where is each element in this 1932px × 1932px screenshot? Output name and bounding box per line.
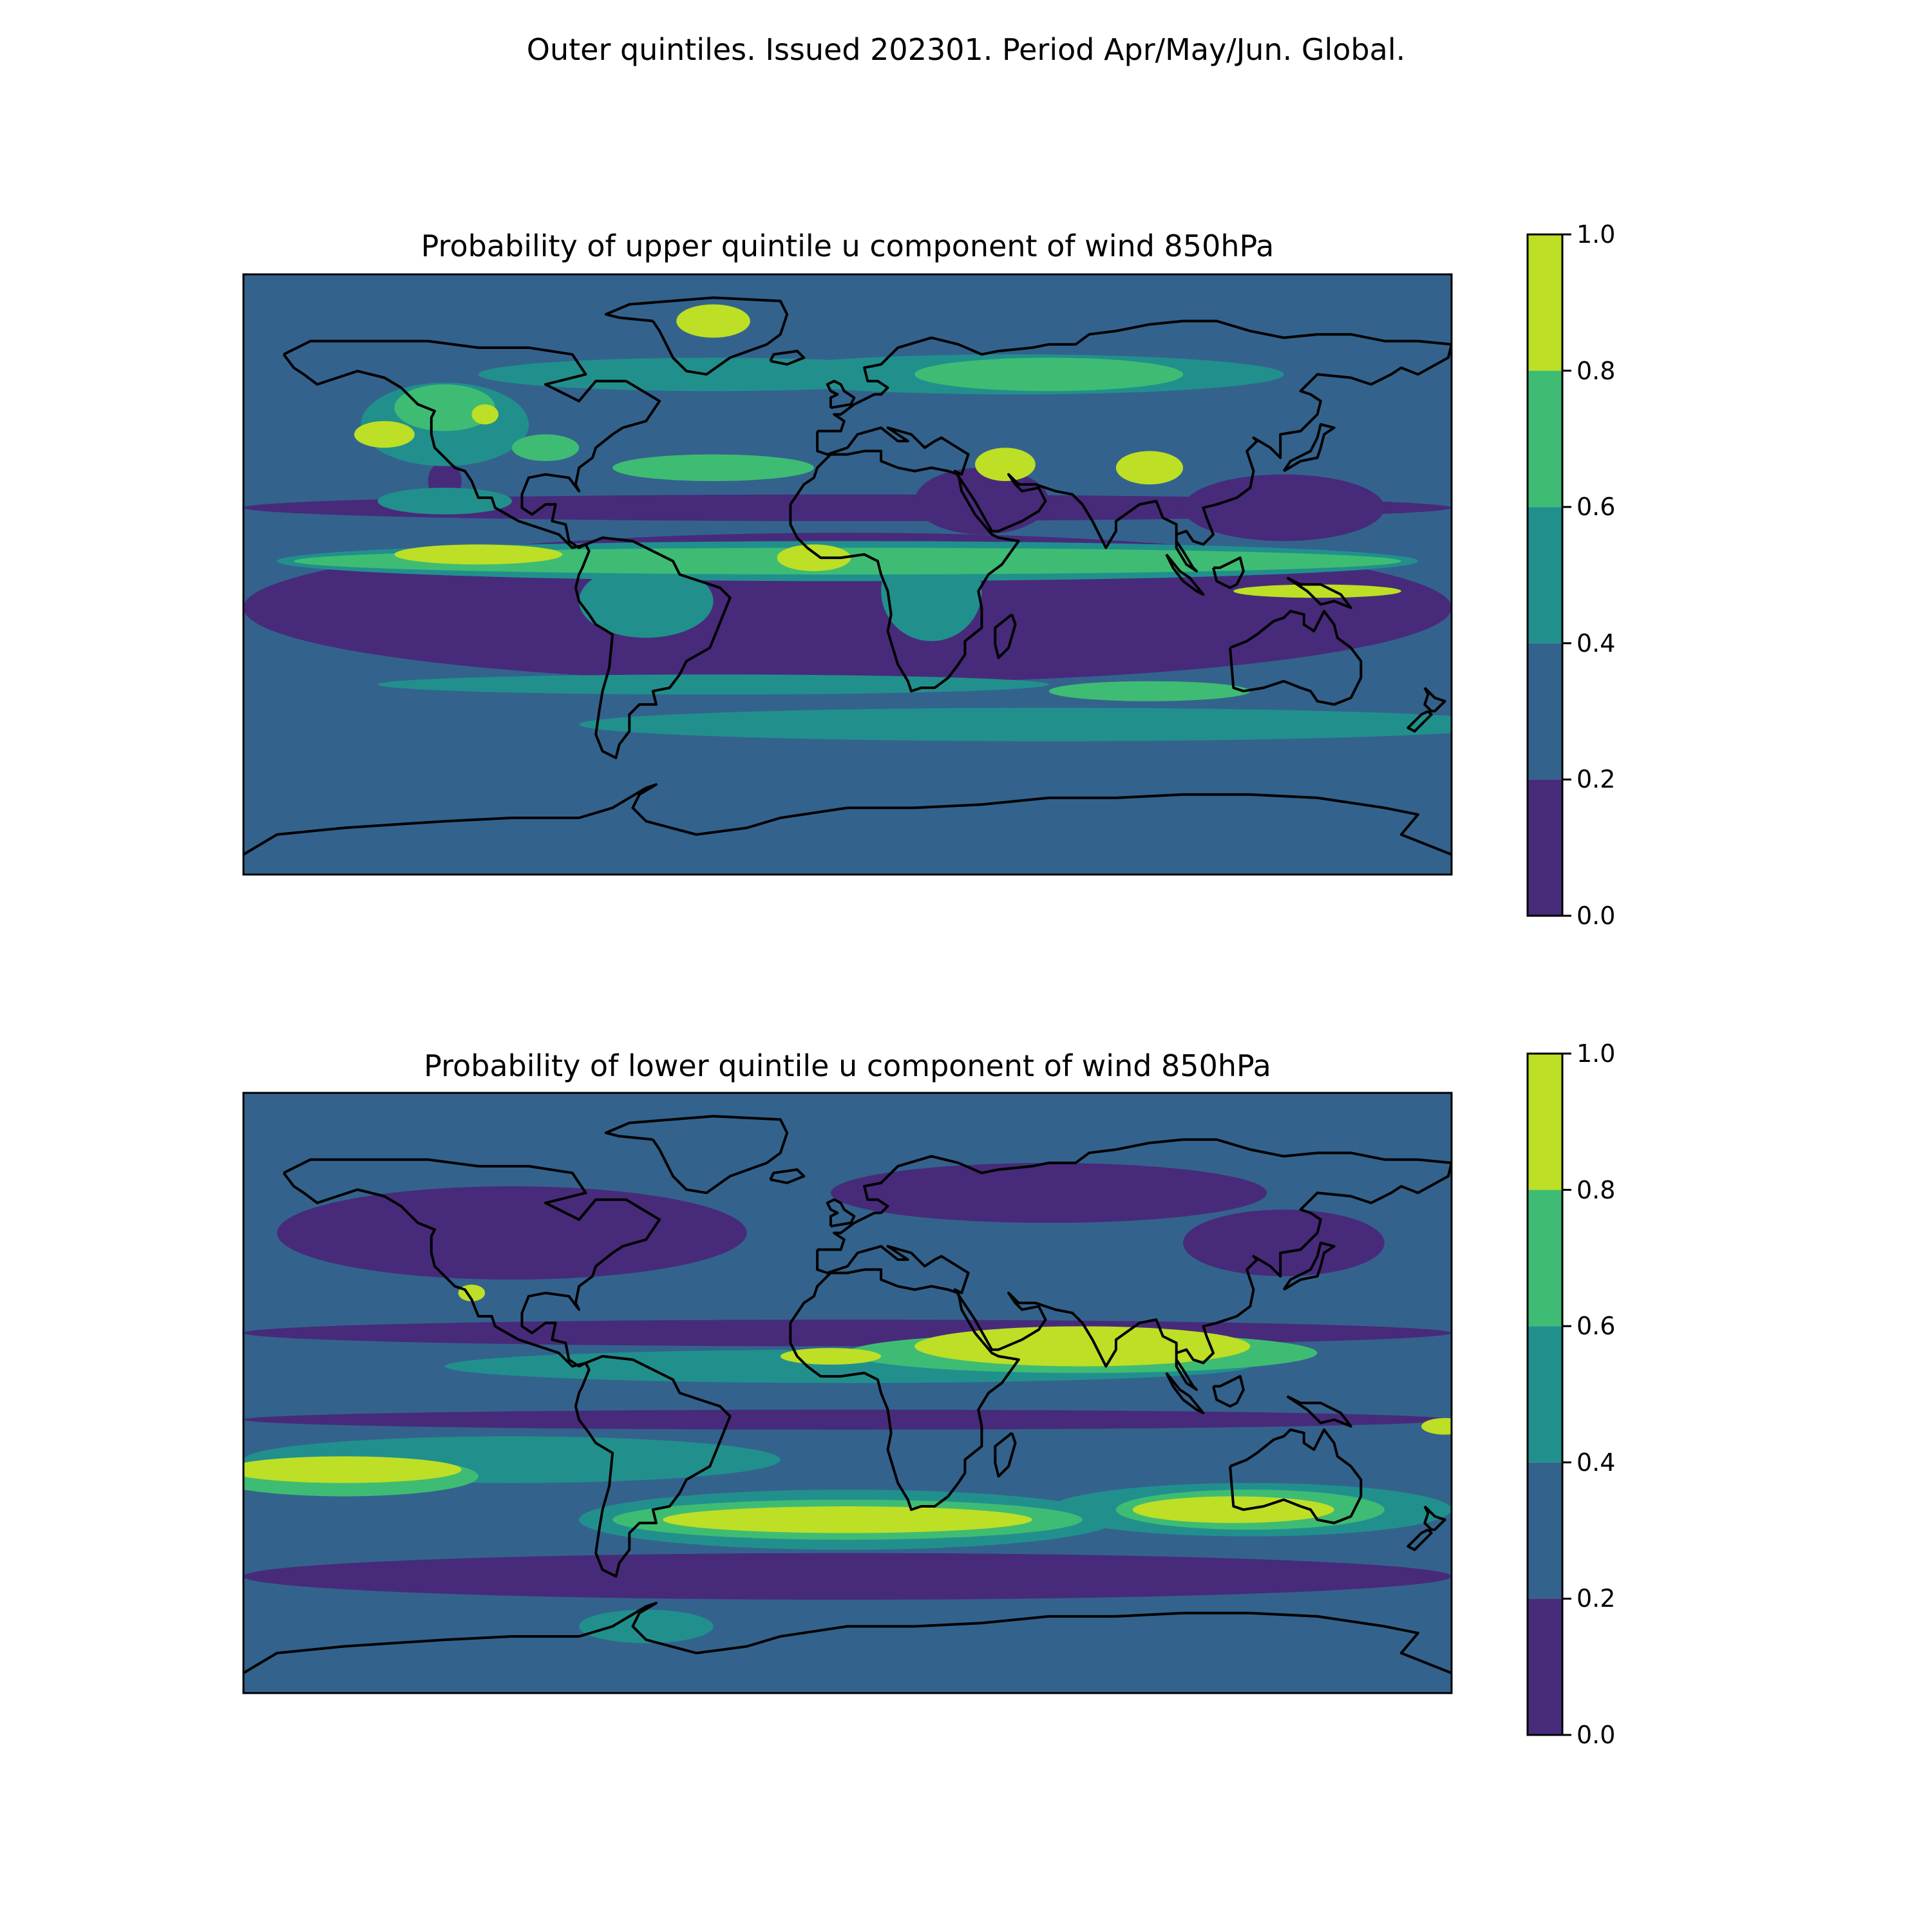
probability-region (663, 1506, 1032, 1533)
probability-region (1183, 1209, 1385, 1276)
probability-region (394, 384, 495, 431)
coastline-south-america (574, 1355, 732, 1578)
colorbar-tick-label: 0.4 (1577, 629, 1616, 658)
probability-region (914, 357, 1184, 392)
coastline-new-zealand-south (1406, 710, 1433, 733)
coastline-iceland (769, 350, 806, 366)
coastline-britain (826, 379, 856, 410)
coastline-new-guinea (1286, 576, 1352, 609)
coastline-borneo (1212, 556, 1245, 589)
coastline-africa (789, 450, 1020, 693)
coastline-new-guinea (1286, 1395, 1352, 1428)
coastline-britain (826, 1198, 856, 1228)
probability-region (377, 674, 1049, 695)
probability-region (243, 494, 1452, 522)
colorbar-tick-label: 0.6 (1577, 493, 1616, 522)
upper-quintile-panel-title: Probability of upper quintile u componen… (421, 229, 1274, 263)
probability-region (1183, 474, 1385, 542)
probability-region (579, 708, 1452, 741)
probability-region (471, 404, 499, 424)
upper-quintile-map-frame (242, 273, 1453, 876)
lower-quintile-map-frame (242, 1092, 1453, 1694)
probability-region (579, 1609, 714, 1643)
probability-region (243, 1553, 1452, 1600)
coastline-new-zealand (1423, 1505, 1446, 1531)
probability-region (243, 1409, 1452, 1430)
probability-region (1421, 1417, 1452, 1435)
coastline-japan (1282, 1242, 1336, 1291)
colorbar-frame (1526, 1052, 1564, 1736)
upper-quintile-map (242, 273, 1453, 876)
coastline-new-zealand-south (1406, 1528, 1433, 1551)
coastline-madagascar (994, 613, 1017, 659)
coastline-africa (789, 1268, 1020, 1511)
coastline-antarctica (243, 783, 1452, 856)
probability-region (394, 544, 563, 565)
colorbar-swatch (1528, 643, 1562, 780)
probability-region (243, 1456, 462, 1483)
colorbar-swatch (1528, 1054, 1562, 1190)
probability-region (354, 421, 415, 448)
coastline-new-zealand (1423, 687, 1446, 713)
colorbar-frame (1526, 233, 1564, 917)
coastline-sumatra (1165, 553, 1205, 596)
coastline-sumatra (1165, 1372, 1205, 1415)
lower-quintile-colorbar (1526, 1052, 1571, 1736)
lower-quintile-map (242, 1092, 1453, 1694)
coastline-north-america (282, 339, 661, 549)
colorbar-swatch (1528, 1189, 1562, 1327)
coastline-borneo (1212, 1375, 1245, 1408)
coastline-madagascar (994, 1432, 1017, 1478)
coastline-australia (1229, 610, 1363, 706)
upper-quintile-colorbar (1526, 233, 1571, 917)
probability-region (830, 1162, 1267, 1223)
probability-region (511, 434, 580, 461)
colorbar-tick-label: 0.6 (1577, 1312, 1616, 1341)
coastline-eurasia (816, 1138, 1452, 1391)
probability-region (780, 1348, 882, 1365)
colorbar-tick-label: 1.0 (1577, 220, 1616, 249)
colorbar-swatch (1528, 779, 1562, 916)
colorbar-tick-label: 0.0 (1577, 1721, 1616, 1749)
colorbar-tick-label: 0.2 (1577, 1584, 1616, 1613)
colorbar-tick-label: 1.0 (1577, 1039, 1616, 1068)
probability-region (777, 544, 851, 571)
colorbar-tick-label: 0.0 (1577, 902, 1616, 930)
coastline-greenland (604, 296, 789, 376)
probability-region (579, 564, 714, 638)
probability-region (277, 1186, 747, 1280)
colorbar-tick-label: 0.8 (1577, 1175, 1616, 1204)
coastline-japan (1282, 423, 1336, 473)
probability-region (1115, 451, 1184, 485)
colorbar-swatch (1528, 370, 1562, 507)
coastline-eurasia (816, 319, 1452, 573)
coastline-north-america (282, 1158, 661, 1368)
colorbar-swatch (1528, 507, 1562, 643)
coastline-australia (1229, 1428, 1363, 1524)
probability-region (612, 454, 814, 482)
coastline-south-america (574, 536, 732, 759)
probability-region (914, 1326, 1251, 1367)
coastline-iceland (769, 1168, 806, 1184)
colorbar-swatch (1528, 1326, 1562, 1463)
probability-region (1048, 681, 1251, 701)
probability-region (1233, 584, 1401, 598)
colorbar-tick-label: 0.8 (1577, 356, 1616, 385)
figure-title: Outer quintiles. Issued 202301. Period A… (526, 32, 1406, 67)
coastline-antarctica (243, 1602, 1452, 1674)
colorbar-tick-label: 0.4 (1577, 1448, 1616, 1477)
colorbar-swatch (1528, 234, 1562, 371)
colorbar-tick-label: 0.2 (1577, 765, 1616, 794)
probability-region (676, 304, 750, 338)
lower-quintile-panel-title: Probability of lower quintile u componen… (424, 1048, 1271, 1083)
colorbar-swatch (1528, 1598, 1562, 1735)
probability-region (1132, 1496, 1334, 1523)
coastline-greenland (604, 1115, 789, 1195)
probability-region (975, 448, 1036, 482)
colorbar-swatch (1528, 1462, 1562, 1599)
